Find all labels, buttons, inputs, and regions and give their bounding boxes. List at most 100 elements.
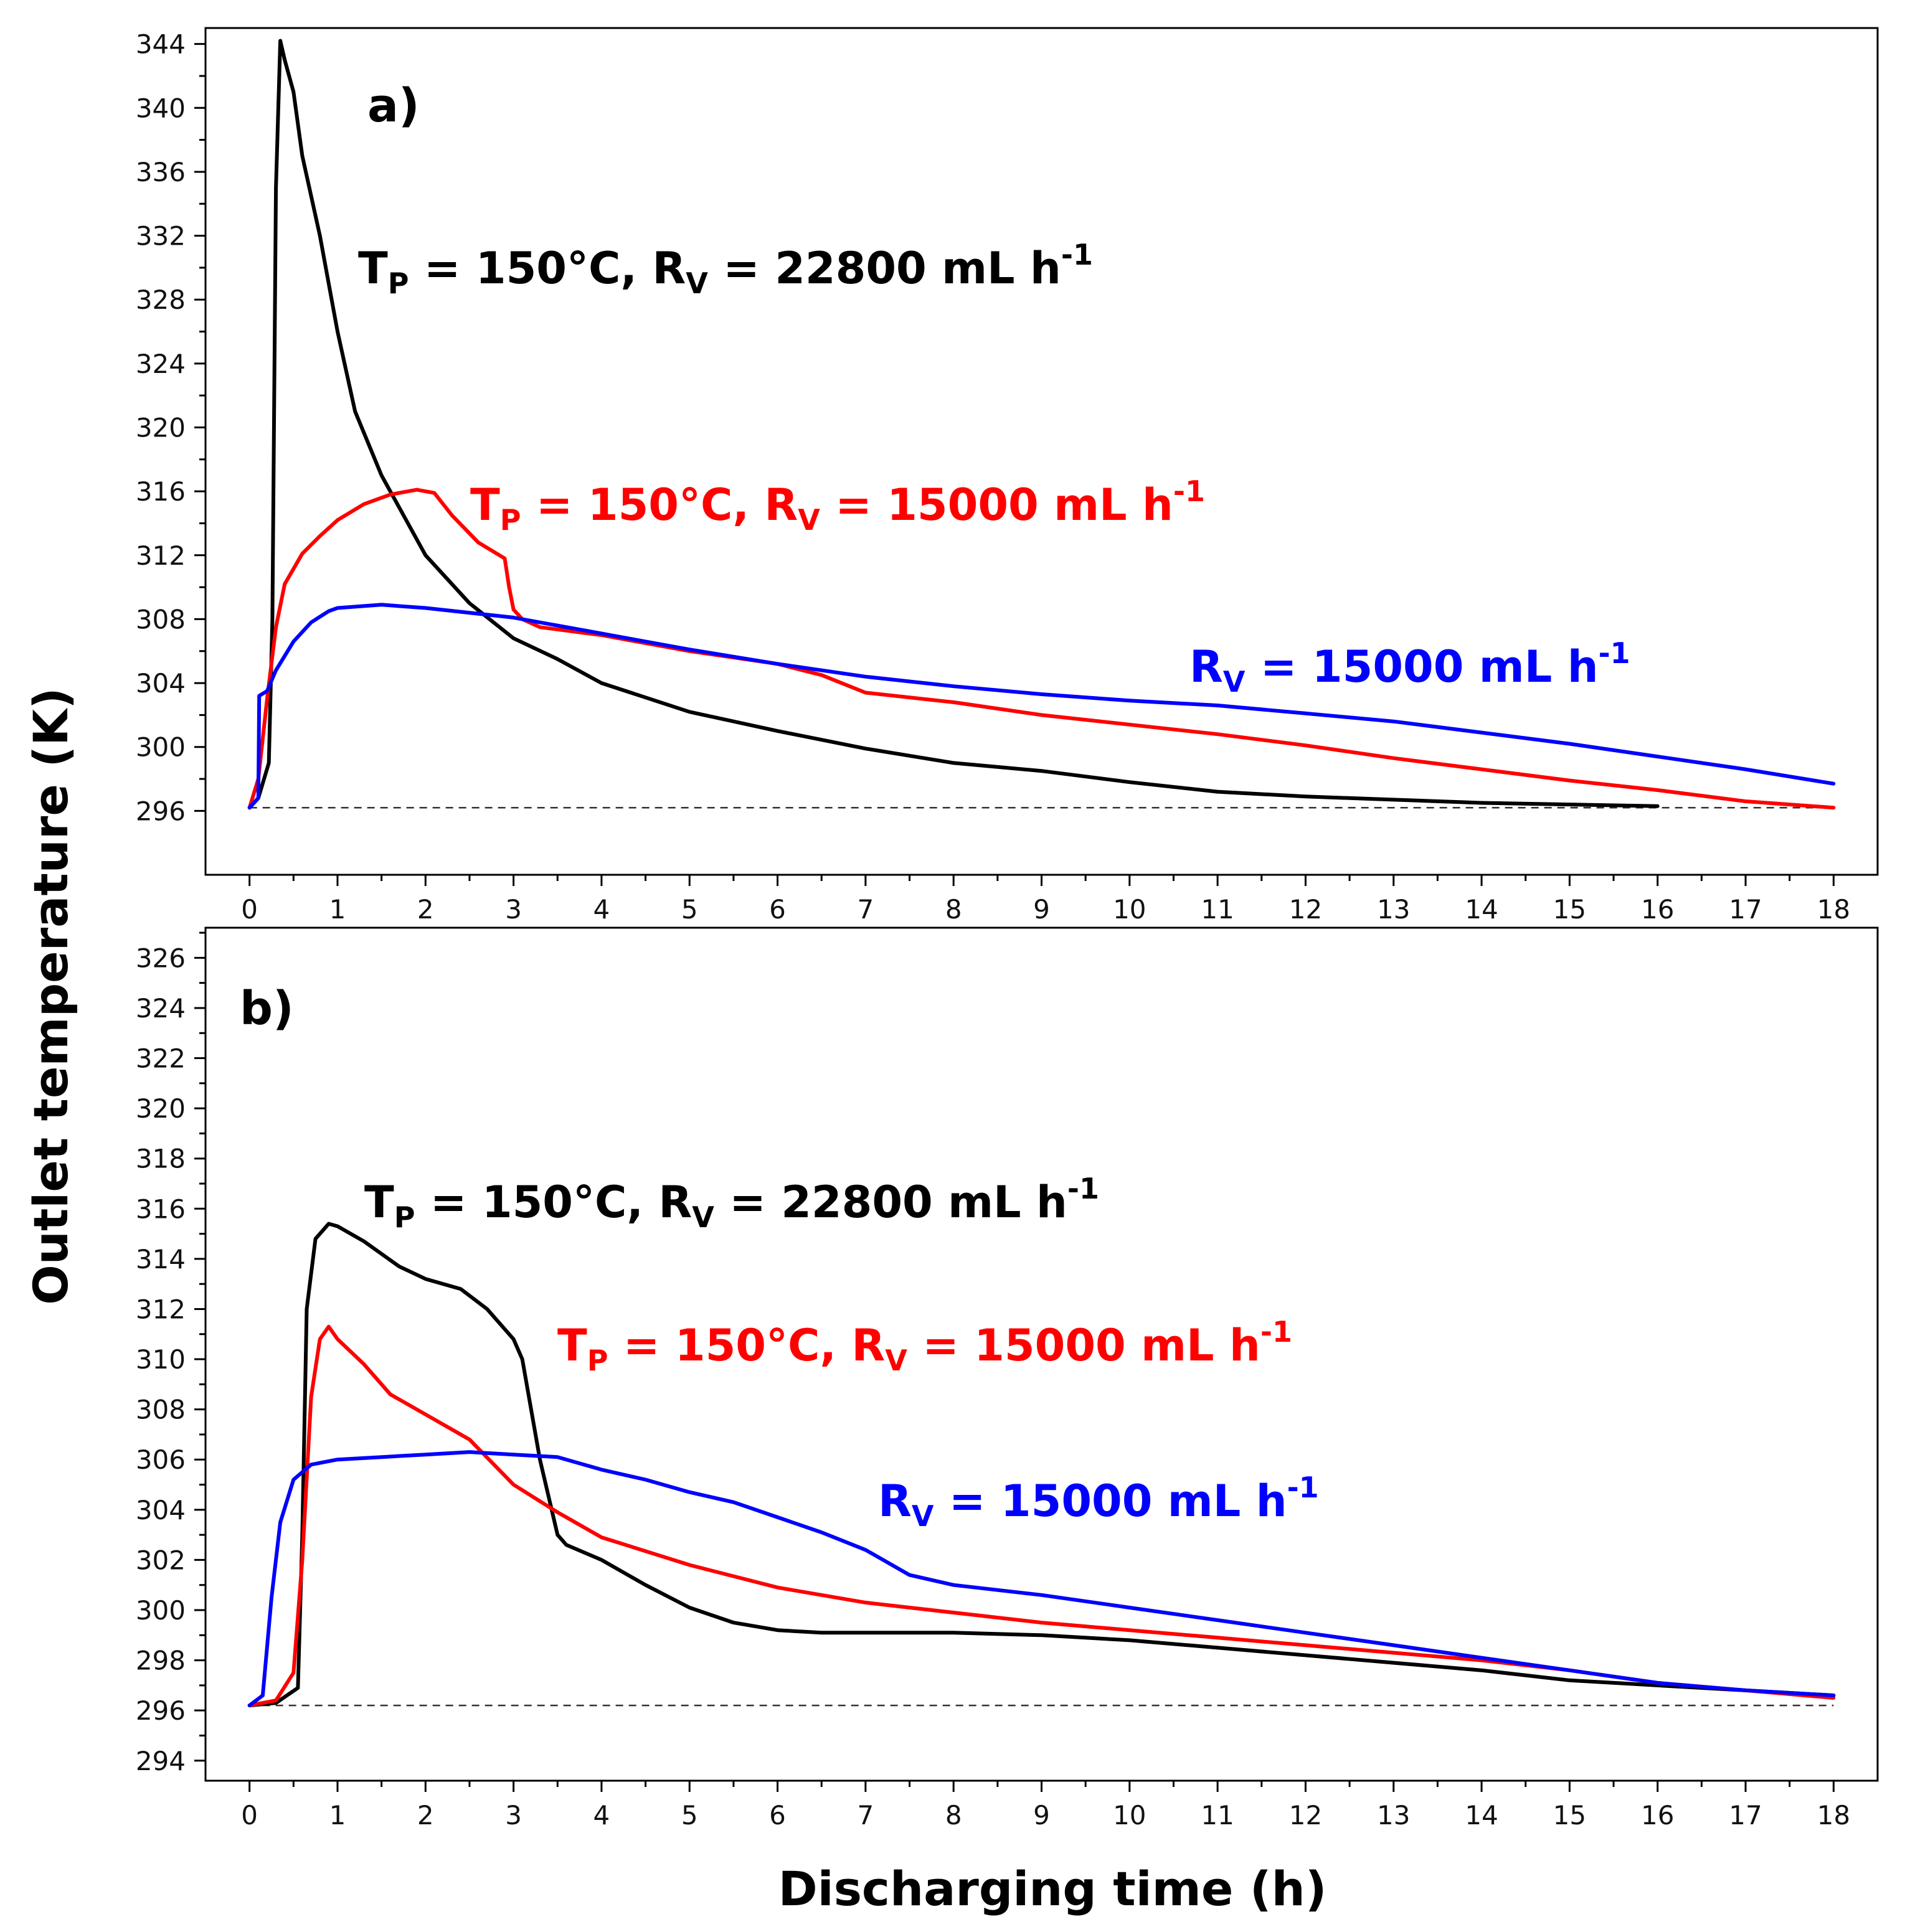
annotation-sup: -1 xyxy=(1287,1471,1319,1504)
x-tick-label: 10 xyxy=(1113,894,1146,925)
annotation-sup: -1 xyxy=(1173,474,1205,508)
series-annotation-blue: RV = 15000 mL h-1 xyxy=(1189,636,1630,699)
x-tick-label: 12 xyxy=(1289,894,1322,925)
x-tick-label: 11 xyxy=(1201,1800,1234,1831)
x-tick-label: 14 xyxy=(1465,1800,1498,1831)
y-tick-label: 328 xyxy=(136,285,186,315)
x-tick-label: 3 xyxy=(505,894,522,925)
x-tick-label: 17 xyxy=(1729,1800,1762,1831)
y-tick-label: 318 xyxy=(136,1144,186,1174)
y-tick-label: 324 xyxy=(136,993,186,1024)
x-tick-label: 13 xyxy=(1377,1800,1410,1831)
y-tick-label: 326 xyxy=(136,943,186,973)
annotation-sub2: V xyxy=(798,503,820,537)
y-tick-label: 296 xyxy=(136,796,186,826)
x-tick-label: 17 xyxy=(1729,894,1762,925)
y-tick-label: 316 xyxy=(136,476,186,507)
y-tick-label: 336 xyxy=(136,157,186,187)
x-tick-label: 5 xyxy=(681,1800,698,1831)
x-tick-label: 2 xyxy=(417,894,434,925)
x-tick-label: 15 xyxy=(1553,1800,1586,1831)
y-axis-title: Outlet temperature (K) xyxy=(23,687,78,1305)
y-tick-label: 322 xyxy=(136,1044,186,1074)
series-line-black xyxy=(247,39,1660,810)
y-tick-label: 320 xyxy=(136,413,186,443)
annotation-sub2: V xyxy=(686,266,708,300)
y-tick-label: 294 xyxy=(136,1746,186,1776)
x-tick-label: 16 xyxy=(1641,1800,1674,1831)
annotation-tail: = 22800 mL h xyxy=(714,1177,1067,1228)
annotation-sub2: V xyxy=(692,1200,714,1234)
panel-a: 0 1 2 3 4 5 6 7 8 9 10 11 12 13 14 15 16 17 18296300304308… xyxy=(136,27,1879,925)
y-tick-label: 296 xyxy=(136,1695,186,1726)
annotation-sup: -1 xyxy=(1599,636,1630,670)
series-annotation-black: TP = 150°C, RV = 22800 mL h-1 xyxy=(364,1172,1099,1234)
x-tick-label: 11 xyxy=(1201,894,1234,925)
x-tick-label: 4 xyxy=(593,1800,610,1831)
annotation-tail: = 22800 mL h xyxy=(708,243,1061,294)
x-tick-label: 6 xyxy=(769,894,786,925)
y-tick-label: 324 xyxy=(136,349,186,379)
panel-label: b) xyxy=(240,982,294,1035)
x-tick-label: 12 xyxy=(1289,1800,1322,1831)
annotation-main: T xyxy=(358,243,388,294)
annotation-tail: = 15000 mL h xyxy=(1246,641,1599,692)
x-tick-label: 16 xyxy=(1641,894,1674,925)
y-tick-label: 312 xyxy=(136,1294,186,1324)
x-tick-label: 0 xyxy=(241,894,258,925)
x-tick-label: 4 xyxy=(593,894,610,925)
y-tick-label: 298 xyxy=(136,1646,186,1676)
y-tick-label: 308 xyxy=(136,1395,186,1425)
series-annotation-blue: RV = 15000 mL h-1 xyxy=(878,1471,1319,1533)
y-tick-label: 312 xyxy=(136,540,186,571)
x-tick-label: 1 xyxy=(329,894,346,925)
y-tick-label: 344 xyxy=(136,29,186,60)
series-annotation-red: TP = 150°C, RV = 15000 mL h-1 xyxy=(470,474,1205,537)
annotation-main: T xyxy=(364,1177,394,1228)
plot-frame xyxy=(204,27,1879,876)
y-tick-label: 300 xyxy=(136,1595,186,1626)
annotation-tail: = 15000 mL h xyxy=(907,1320,1260,1371)
x-tick-label: 9 xyxy=(1033,894,1050,925)
annotation-sub: V xyxy=(1223,665,1246,699)
y-tick-label: 316 xyxy=(136,1194,186,1224)
annotation-main: R xyxy=(878,1476,912,1527)
x-tick-label: 6 xyxy=(769,1800,786,1831)
y-tick-label: 310 xyxy=(136,1344,186,1375)
annotation-sub: P xyxy=(587,1344,608,1377)
annotation-sup: -1 xyxy=(1067,1172,1099,1205)
x-tick-label: 18 xyxy=(1817,1800,1850,1831)
annotation-mid: = 150°C, R xyxy=(521,479,798,530)
annotation-sup: -1 xyxy=(1260,1315,1292,1349)
annotation-sub2: V xyxy=(885,1344,907,1377)
x-tick-label: 9 xyxy=(1033,1800,1050,1831)
x-tick-label: 13 xyxy=(1377,894,1410,925)
annotation-tail: = 15000 mL h xyxy=(820,479,1173,530)
y-tick-label: 304 xyxy=(136,1495,186,1525)
y-tick-label: 320 xyxy=(136,1093,186,1124)
x-tick-label: 5 xyxy=(681,894,698,925)
x-tick-label: 10 xyxy=(1113,1800,1146,1831)
annotation-sub: P xyxy=(394,1200,415,1234)
y-tick-label: 340 xyxy=(136,93,186,123)
series-annotation-black: TP = 150°C, RV = 22800 mL h-1 xyxy=(358,238,1093,300)
panel-label: a) xyxy=(367,79,420,133)
series-line-black xyxy=(247,1222,1836,1708)
annotation-sub: P xyxy=(500,503,521,537)
x-tick-label: 8 xyxy=(945,894,962,925)
annotation-sub: V xyxy=(912,1499,934,1533)
annotation-main: T xyxy=(557,1320,587,1371)
x-tick-label: 15 xyxy=(1553,894,1586,925)
annotation-main: R xyxy=(1189,641,1223,692)
series-line-blue xyxy=(247,1450,1836,1708)
annotation-tail: = 15000 mL h xyxy=(934,1476,1287,1527)
y-tick-label: 332 xyxy=(136,221,186,252)
annotation-sub: P xyxy=(388,266,409,300)
x-tick-label: 18 xyxy=(1817,894,1850,925)
series-line-blue xyxy=(247,603,1836,810)
x-tick-label: 7 xyxy=(858,1800,874,1831)
y-tick-label: 304 xyxy=(136,668,186,699)
y-tick-label: 314 xyxy=(136,1244,186,1275)
y-tick-label: 308 xyxy=(136,604,186,634)
